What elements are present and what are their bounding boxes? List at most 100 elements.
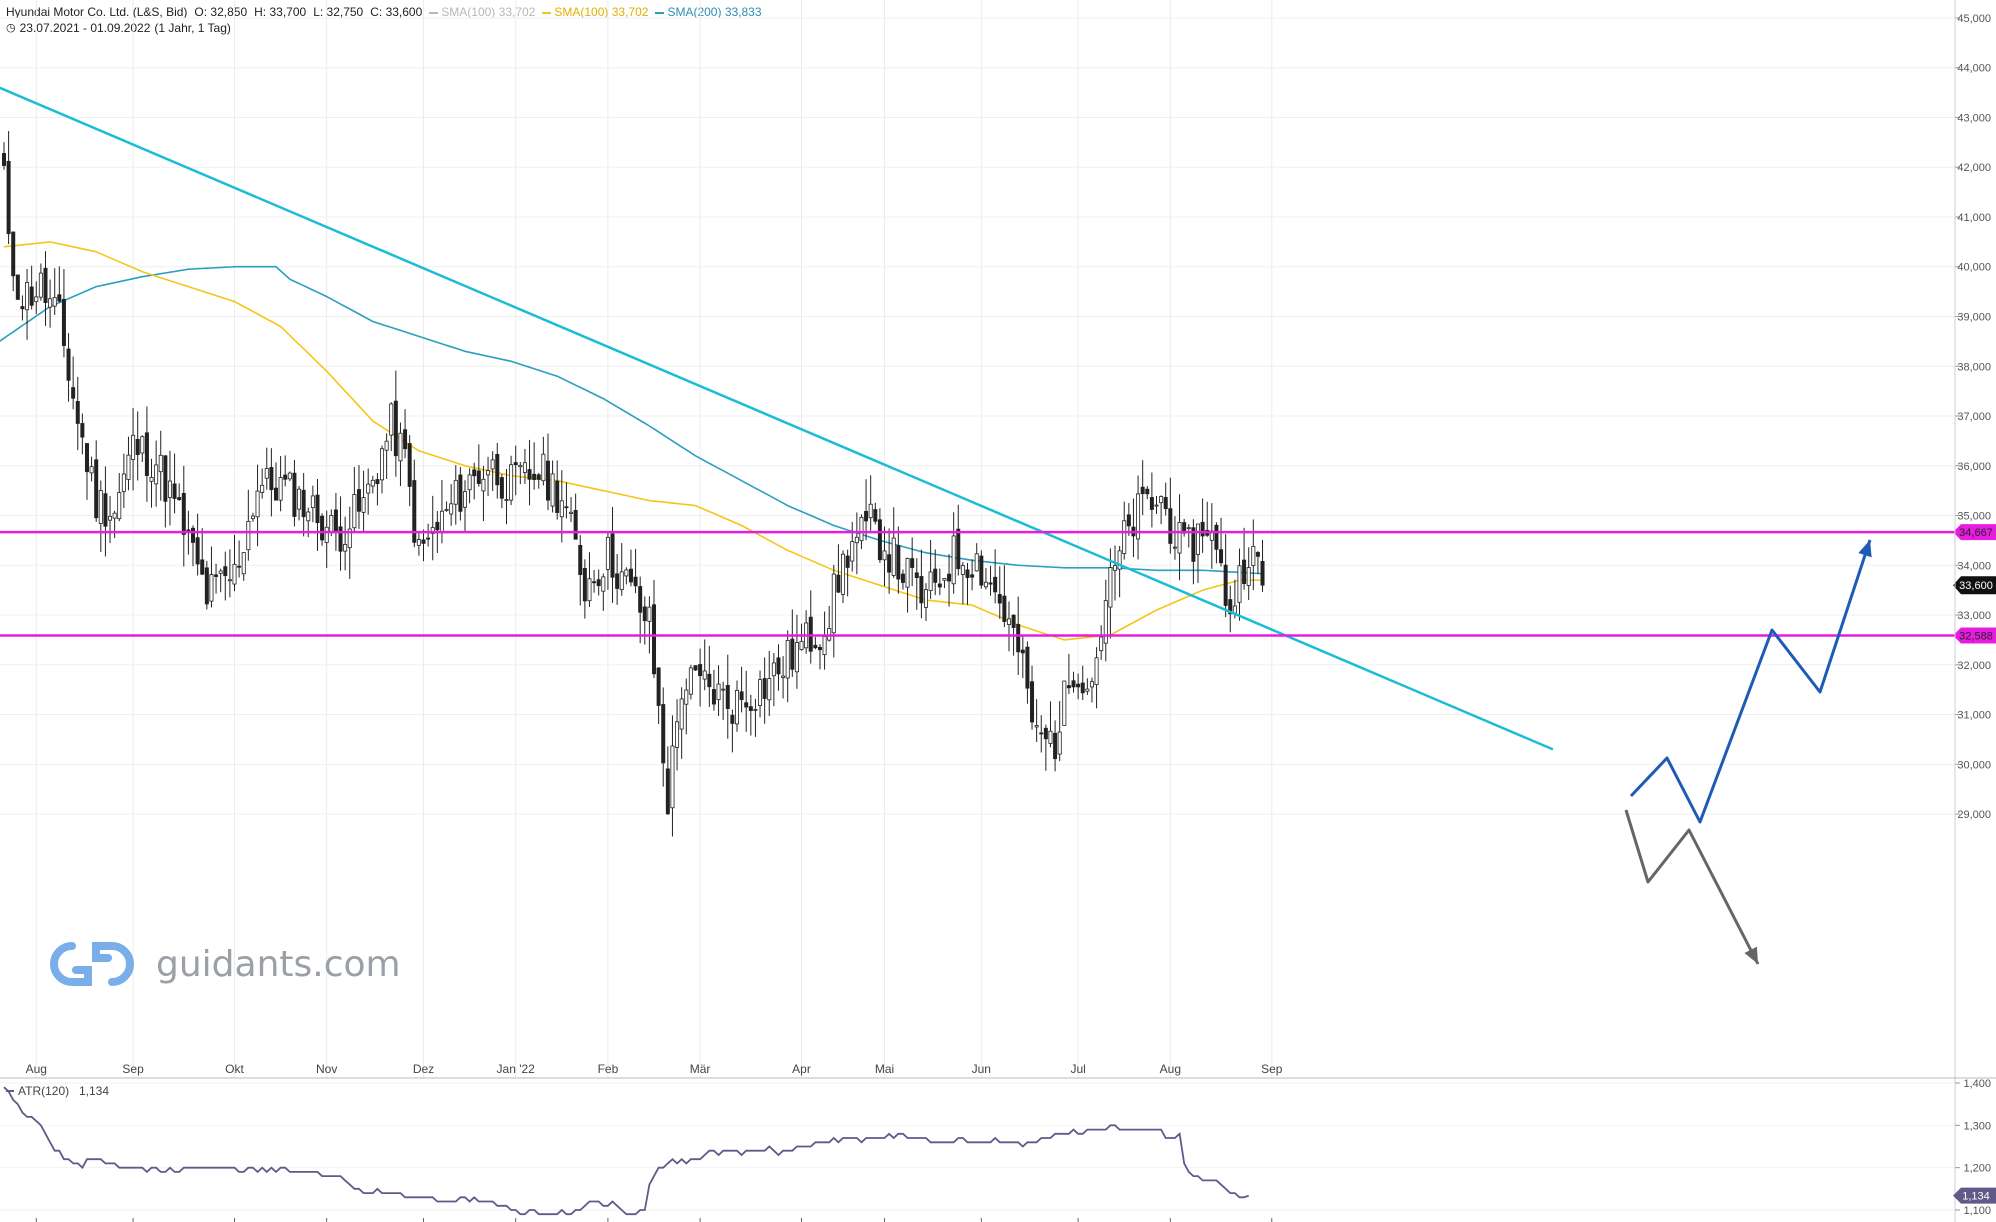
guidants-logo: guidants.com xyxy=(48,940,401,988)
y-tick-label: 40,000 xyxy=(1957,262,1991,274)
candle-body xyxy=(140,436,145,454)
range-note: (1 Jahr, 1 Tag) xyxy=(154,21,231,35)
candle-body xyxy=(753,708,758,711)
candle-body xyxy=(301,489,306,518)
candle-body xyxy=(684,689,689,705)
candle-body xyxy=(983,581,988,588)
candle-body xyxy=(20,306,25,310)
candle-body xyxy=(430,527,435,534)
sma-legend-100[interactable]: SMA(100) 33,702 xyxy=(542,4,648,20)
y-tick-label: 33,000 xyxy=(1957,610,1991,622)
sma-legend-grey[interactable]: SMA(100) 33,702 xyxy=(429,4,535,20)
candle-body xyxy=(813,644,818,649)
forecast-up-arrow-head xyxy=(1858,540,1872,558)
candle-body xyxy=(499,477,504,499)
candle-body xyxy=(698,664,703,677)
candle-body xyxy=(121,473,126,492)
level-label-bg xyxy=(1953,627,1996,644)
y-tick-label: 32,000 xyxy=(1957,660,1991,672)
candle-body xyxy=(80,423,85,438)
candle-body xyxy=(6,160,11,235)
candle-body xyxy=(1191,527,1196,562)
candle-body xyxy=(656,667,661,706)
y-tick-label: 35,000 xyxy=(1957,511,1991,523)
candle-body xyxy=(1163,497,1168,510)
last-price-bg xyxy=(1953,576,1996,595)
candle-body xyxy=(38,272,43,298)
atr-y-tick-label: 1,200 xyxy=(1963,1163,1991,1175)
candle-body xyxy=(1122,520,1127,554)
candle-body xyxy=(177,497,182,501)
candle-body xyxy=(748,706,753,711)
candle-body xyxy=(154,464,159,485)
candle-body xyxy=(652,604,657,675)
candle-body xyxy=(292,472,297,517)
candle-body xyxy=(1126,514,1131,527)
candle-body xyxy=(873,509,878,522)
candle-body xyxy=(1103,600,1108,644)
candle-body xyxy=(43,267,48,303)
candle-body xyxy=(665,768,670,815)
candle-body xyxy=(61,298,66,346)
candle-body xyxy=(112,512,117,519)
candle-body xyxy=(808,616,813,652)
candle-body xyxy=(131,434,136,460)
candle-body xyxy=(624,569,629,577)
candle-body xyxy=(924,589,929,608)
candle-body xyxy=(550,473,555,507)
atr-value-bg xyxy=(1953,1187,1996,1204)
candle-body xyxy=(347,528,352,549)
candle-body xyxy=(126,454,131,480)
candle-body xyxy=(66,348,71,381)
candle-body xyxy=(453,479,458,505)
candle-body xyxy=(29,286,34,306)
candle-body xyxy=(522,462,527,473)
candle-body xyxy=(937,583,942,588)
trendline-layer xyxy=(0,86,1554,751)
candle-body xyxy=(144,432,149,476)
candle-body xyxy=(361,497,366,513)
x-tick-label: Feb xyxy=(598,1062,619,1076)
candle-body xyxy=(642,606,647,622)
candle-body xyxy=(324,526,329,543)
candle-body xyxy=(988,582,993,585)
candle-body xyxy=(1255,552,1260,557)
candle-body xyxy=(25,282,30,311)
candle-body xyxy=(1089,681,1094,688)
y-tick-label: 38,000 xyxy=(1957,361,1991,373)
candle-body xyxy=(462,491,467,508)
candle-body xyxy=(223,566,228,577)
candle-body xyxy=(1219,549,1224,564)
candle-body xyxy=(841,553,846,595)
candle-body xyxy=(582,567,587,602)
candle-body xyxy=(1076,683,1081,688)
candle-body xyxy=(1099,636,1104,652)
candle-body xyxy=(758,679,763,707)
candle-body xyxy=(947,573,952,582)
candle-body xyxy=(195,537,200,565)
candle-body xyxy=(767,678,772,701)
candle-body xyxy=(776,657,781,675)
candle-body xyxy=(108,515,113,521)
candle-body xyxy=(467,474,472,491)
candle-body xyxy=(1039,732,1044,735)
atr-y-tick-label: 1,400 xyxy=(1963,1078,1991,1090)
x-tick-label: Nov xyxy=(316,1062,337,1076)
candle-body xyxy=(306,511,311,522)
candle-body xyxy=(343,543,348,552)
y-tick-label: 37,000 xyxy=(1957,411,1991,423)
y-tick-label: 43,000 xyxy=(1957,112,1991,124)
candle-body xyxy=(218,570,223,574)
candle-body xyxy=(315,494,320,524)
chart-header: Hyundai Motor Co. Ltd. (L&S, Bid) O: 32,… xyxy=(6,4,762,36)
candle-body xyxy=(711,689,716,705)
candle-body xyxy=(771,662,776,677)
sma-legend-200[interactable]: SMA(200) 33,833 xyxy=(655,4,762,20)
atr-legend-title: ATR(120) xyxy=(18,1084,69,1098)
candle-body xyxy=(596,579,601,587)
candle-body xyxy=(527,469,532,480)
candle-body xyxy=(52,297,57,307)
candle-body xyxy=(1159,496,1164,504)
candle-body xyxy=(204,567,209,605)
